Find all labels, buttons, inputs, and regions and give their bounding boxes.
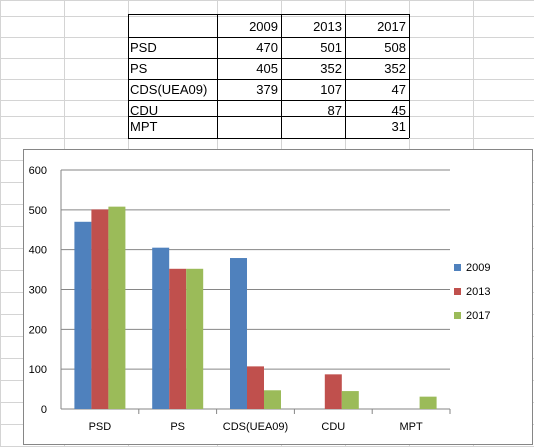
y-tick-label: 100 [29, 364, 47, 376]
cell-cdu-2013[interactable]: 87 [327, 103, 342, 118]
cell-ps-2017[interactable]: 352 [384, 61, 406, 76]
bar-2009-cds(uea09) [230, 258, 247, 409]
bar-2017-cds(uea09) [264, 390, 281, 409]
y-tick-label: 300 [29, 285, 47, 297]
legend-label-2013: 2013 [466, 286, 490, 298]
bar-2017-mpt [419, 396, 437, 409]
bar-2013-ps [169, 268, 187, 409]
y-tick-label: 600 [29, 165, 47, 177]
cell-cds-2017[interactable]: 47 [391, 82, 406, 97]
legend-swatch-2009 [454, 264, 461, 271]
row-label-cds[interactable]: CDS(UEA09) [130, 82, 208, 97]
legend-swatch-2013 [454, 288, 461, 295]
cell-psd-2009[interactable]: 470 [256, 40, 278, 55]
y-tick-label: 500 [29, 205, 47, 217]
cell-ps-2013[interactable]: 352 [320, 61, 342, 76]
bar-2017-cdu [341, 391, 359, 409]
bar-chart: 0 100 200 300 400 500 600 PSD PS CDS(UEA09) CDU MPT… [29, 165, 491, 433]
header-2013[interactable]: 2013 [313, 19, 342, 34]
cell-cds-2009[interactable]: 379 [256, 82, 278, 97]
legend-swatch-2017 [454, 312, 461, 319]
cell-ps-2009[interactable]: 405 [256, 61, 278, 76]
y-tick-label: 400 [29, 245, 47, 257]
cell-mpt-2009[interactable] [217, 116, 281, 138]
bar-2009-ps [152, 247, 170, 409]
x-tick-label: CDS(UEA09) [223, 421, 288, 433]
cell-psd-2017[interactable]: 508 [384, 40, 406, 55]
bar-2017-psd [108, 206, 126, 409]
cell-cds-2013[interactable]: 107 [320, 82, 342, 97]
row-label-psd[interactable]: PSD [130, 40, 157, 55]
bar-2013-cdu [324, 374, 342, 409]
bar-2017-ps [186, 268, 204, 409]
legend-label-2017: 2017 [466, 310, 490, 322]
x-tick-label: PS [170, 421, 185, 433]
x-tick-label: PSD [89, 421, 112, 433]
bar-2013-cds(uea09) [247, 366, 264, 409]
y-tick-label: 0 [41, 404, 47, 416]
cell-mpt-2017[interactable]: 31 [391, 119, 406, 134]
bar-2009-psd [74, 221, 92, 409]
cell-psd-2013[interactable]: 501 [320, 40, 342, 55]
x-tick-label: MPT [399, 421, 423, 433]
cell-cdu-2017[interactable]: 45 [391, 103, 406, 118]
chart-object[interactable]: 0 100 200 300 400 500 600 PSD PS CDS(UEA09) CDU MPT… [23, 149, 533, 445]
row-label-cdu[interactable]: CDU [130, 103, 159, 118]
cell-mpt-2013[interactable] [281, 116, 345, 138]
row-label-ps[interactable]: PS [130, 61, 148, 76]
y-tick-label: 200 [29, 324, 47, 336]
row-label-mpt[interactable]: MPT [130, 119, 158, 134]
legend-label-2009: 2009 [466, 262, 490, 274]
x-tick-label: CDU [321, 421, 345, 433]
header-2017[interactable]: 2017 [377, 19, 406, 34]
bar-2013-psd [91, 209, 109, 409]
header-2009[interactable]: 2009 [249, 19, 278, 34]
